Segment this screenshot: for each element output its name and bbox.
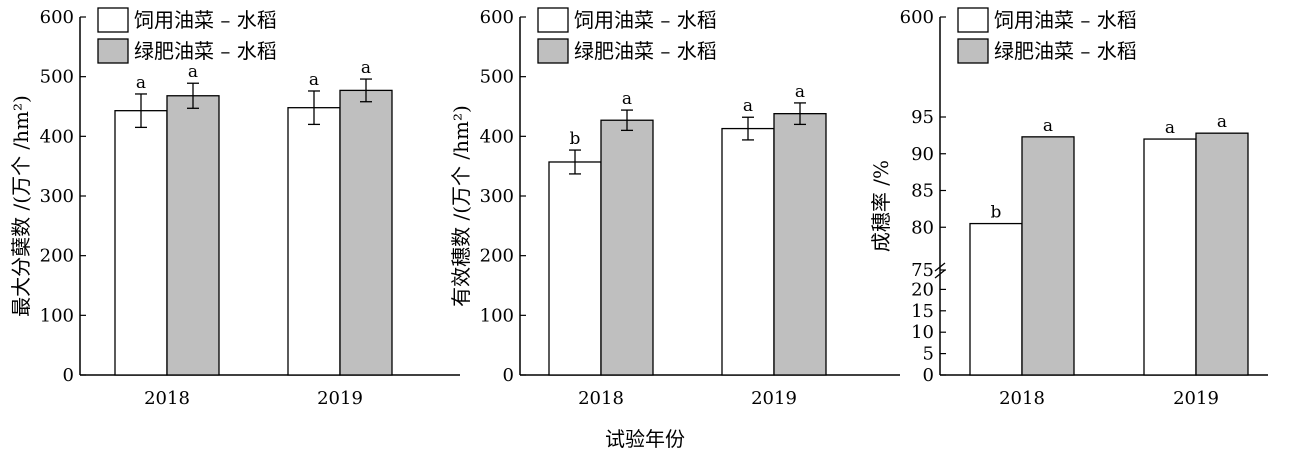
chart-panel-2: 0 100 200 300 400 500 600 b a a a 2018 2019 有效穗数 /(万个… [449,7,900,409]
y-axis-label: 最大分蘖数 /(万个 /hm²) [9,95,33,317]
significance-letter: a [361,58,371,78]
y-tick-label: 300 [480,186,514,207]
significance-letter: b [570,129,581,149]
legend-swatch-1 [97,7,129,33]
y-tick-label: 10 [911,322,934,343]
x-tick-label: 2018 [144,388,190,409]
bar-1-2018 [548,161,602,376]
legend-swatch-2 [97,38,129,64]
x-axis-title: 试验年份 [605,427,685,451]
bar-2-2019 [339,89,393,376]
y-tick-label: 15 [911,301,934,322]
y-axis-label: 成穗率 /% [869,160,893,252]
y-tick-label: 20 [911,279,934,300]
y-tick-label: 0 [923,365,934,386]
y-tick-label: 500 [480,67,514,88]
y-tick-label: 80 [911,217,934,238]
legend-label-2: 绿肥油菜 – 水稻 [134,39,277,63]
x-tick-label: 2019 [1173,388,1219,409]
legend-label-2: 绿肥油菜 – 水稻 [994,39,1137,63]
bar-2-2018 [166,95,220,376]
y-tick-label: 300 [40,186,74,207]
y-tick-label: 400 [480,126,514,147]
x-tick-label: 2019 [317,388,363,409]
legend-label-2: 绿肥油菜 – 水稻 [574,39,717,63]
y-tick-label: 75 [911,260,934,281]
bar-2-2018 [1021,136,1075,376]
y-tick-label: 0 [63,365,74,386]
significance-letter: a [622,89,632,109]
bar-1-2018 [114,110,168,376]
axis-break-mark [934,269,946,279]
significance-letter: a [136,73,146,93]
x-tick-label: 2018 [999,388,1045,409]
x-tick-label: 2018 [578,388,624,409]
axis-break-mark [934,262,946,272]
legend-label-1: 饲用油菜 – 水稻 [994,8,1137,32]
bar-2-2019 [773,113,827,376]
legend-swatch-1 [537,7,569,33]
y-tick-label: 100 [480,305,514,326]
y-tick-label: 400 [40,126,74,147]
significance-letter: a [309,70,319,90]
bar-1-2019 [287,107,341,376]
y-tick-label: 500 [40,67,74,88]
y-tick-label: 95 [911,107,934,128]
significance-letter: a [188,62,198,82]
y-tick-label: 200 [480,246,514,267]
y-tick-label: 90 [911,144,934,165]
legend-label-1: 饲用油菜 – 水稻 [134,8,277,32]
legend-swatch-2 [537,38,569,64]
bar-1-2019 [1143,138,1197,376]
y-tick-label: 600 [900,7,934,28]
bar-2-2019 [1195,132,1249,376]
significance-letter: a [1217,112,1227,132]
significance-letter: b [991,203,1002,223]
y-tick-label: 85 [911,181,934,202]
bar-1-2018 [969,222,1023,376]
legend-label-1: 饲用油菜 – 水稻 [574,8,717,32]
significance-letter: a [795,82,805,102]
bar-1-2019 [721,127,775,376]
significance-letter: a [743,96,753,116]
y-tick-label: 0 [503,365,514,386]
significance-letter: a [1165,118,1175,138]
legend-swatch-2 [957,38,989,64]
x-tick-label: 2019 [751,388,797,409]
chart-panel-1: 0 100 200 300 400 500 600 a a a a 2018 2019 最大分蘖数 /(万… [9,7,460,409]
y-tick-label: 200 [40,246,74,267]
y-tick-label: 100 [40,305,74,326]
bar-2-2018 [600,119,654,376]
significance-letter: a [1043,116,1053,136]
legend-swatch-1 [957,7,989,33]
y-tick-label: 5 [923,344,934,365]
y-tick-label: 600 [40,7,74,28]
y-tick-label: 600 [480,7,514,28]
y-axis-label: 有效穗数 /(万个 /hm²) [449,105,473,307]
